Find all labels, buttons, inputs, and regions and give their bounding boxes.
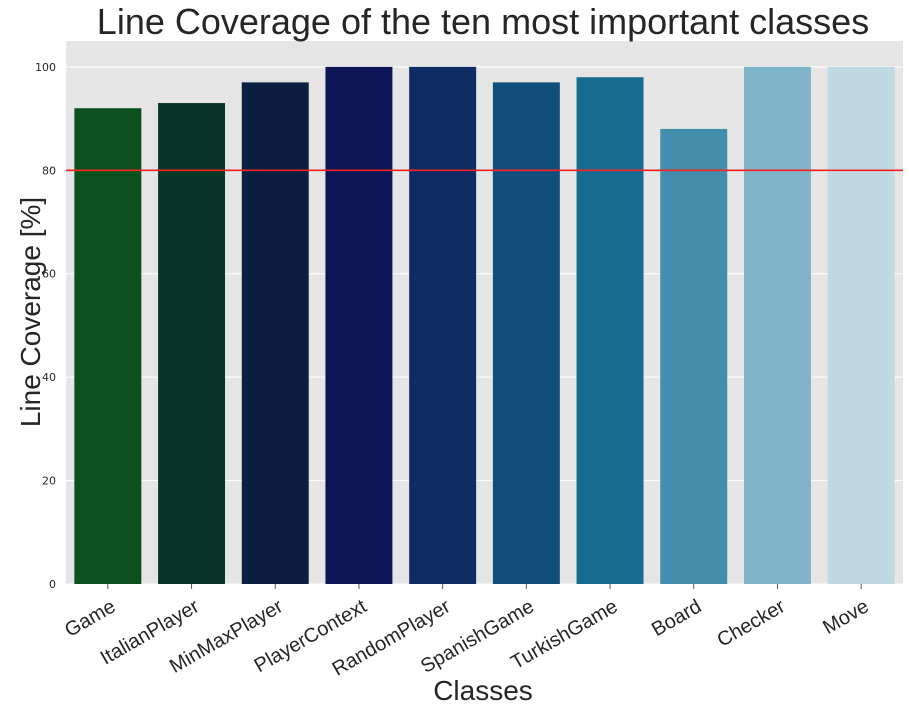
x-tick-label: Game <box>61 595 119 641</box>
bars <box>74 66 895 585</box>
y-tick-label: 60 <box>42 268 56 281</box>
x-tick-label: Move <box>819 595 872 639</box>
bar-checker <box>743 66 811 585</box>
x-tick-labels: GameItalianPlayerMinMaxPlayerPlayerConte… <box>61 584 873 681</box>
y-tick-labels: 0 20 40 60 80 100 <box>35 61 56 591</box>
x-tick-label: Checker <box>713 595 789 651</box>
chart-title: Line Coverage of the ten most important … <box>97 1 869 42</box>
y-tick-label: 100 <box>35 61 56 74</box>
x-axis-label: Classes <box>433 675 533 706</box>
y-tick-label: 20 <box>42 475 56 488</box>
bar-playercontext <box>325 66 393 585</box>
bar-randomplayer <box>409 66 477 585</box>
bar-italianplayer <box>158 103 226 585</box>
bar-move <box>827 66 895 585</box>
y-axis-label: Line Coverage [%] <box>15 197 46 427</box>
bar-turkishgame <box>576 77 644 584</box>
x-tick-label: Board <box>648 595 705 641</box>
bar-board <box>660 128 728 584</box>
y-tick-label: 0 <box>49 578 56 591</box>
bar-spanishgame <box>492 82 560 584</box>
y-tick-label: 40 <box>42 371 56 384</box>
y-tick-label: 80 <box>42 164 56 177</box>
bar-game <box>74 108 142 584</box>
bar-minmaxplayer <box>241 82 309 584</box>
